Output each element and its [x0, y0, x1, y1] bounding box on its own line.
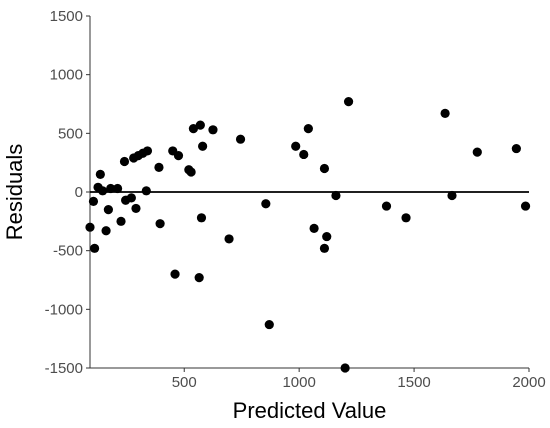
data-point — [340, 363, 350, 373]
data-point — [142, 146, 153, 156]
data-point — [331, 190, 341, 201]
y-tick-label: -1000 — [45, 301, 83, 318]
data-point — [112, 183, 123, 194]
y-tick-label: 500 — [58, 125, 83, 142]
data-point — [195, 120, 205, 130]
data-point — [235, 134, 246, 144]
y-tick-label: 1500 — [50, 8, 83, 25]
data-point — [319, 163, 330, 174]
data-point — [154, 162, 164, 172]
data-point — [520, 201, 531, 211]
y-axis-title: Residuals — [2, 144, 27, 241]
data-point — [101, 226, 111, 236]
data-point — [224, 234, 234, 244]
y-tick-label: -500 — [53, 243, 83, 260]
data-point — [401, 213, 411, 223]
data-point — [291, 141, 301, 151]
data-point — [447, 190, 457, 201]
data-point — [131, 203, 141, 214]
data-point — [170, 269, 180, 279]
data-point — [173, 151, 184, 161]
data-point — [155, 219, 165, 229]
data-point — [88, 196, 99, 206]
data-point — [186, 167, 196, 177]
data-point — [89, 243, 100, 253]
data-point — [196, 213, 207, 223]
data-point — [264, 319, 274, 330]
y-tick-label: 0 — [75, 184, 83, 201]
data-point — [141, 186, 151, 196]
data-point — [299, 149, 309, 160]
data-point — [194, 273, 204, 283]
x-tick-label: 1000 — [282, 374, 315, 391]
x-tick-label: 2000 — [512, 374, 545, 391]
data-point — [119, 156, 130, 167]
data-point — [322, 231, 332, 242]
data-point — [103, 205, 113, 215]
data-point — [472, 147, 482, 157]
y-axis-ticks: -1500 -1000 -500 0 500 1000 1500 — [45, 8, 90, 377]
data-point — [188, 124, 199, 134]
data-point — [440, 108, 450, 118]
y-tick-label: -1500 — [45, 360, 83, 377]
data-point — [303, 124, 313, 134]
data-point — [208, 125, 218, 135]
x-tick-label: 500 — [172, 374, 197, 391]
data-points — [85, 97, 531, 373]
x-axis-ticks: 500 1000 1500 2000 — [172, 368, 546, 391]
data-point — [381, 201, 392, 211]
data-point — [343, 97, 354, 107]
x-axis-title: Predicted Value — [233, 398, 387, 423]
data-point — [98, 186, 108, 196]
data-point — [126, 193, 136, 203]
data-point — [261, 199, 271, 209]
data-point — [106, 183, 116, 194]
y-tick-label: 1000 — [50, 67, 83, 84]
data-point — [116, 216, 126, 226]
data-point — [319, 243, 330, 253]
data-point — [85, 222, 95, 232]
data-point — [309, 223, 319, 233]
data-point — [511, 143, 521, 154]
x-tick-label: 1500 — [397, 374, 430, 391]
data-point — [198, 141, 208, 151]
data-point — [95, 169, 105, 179]
